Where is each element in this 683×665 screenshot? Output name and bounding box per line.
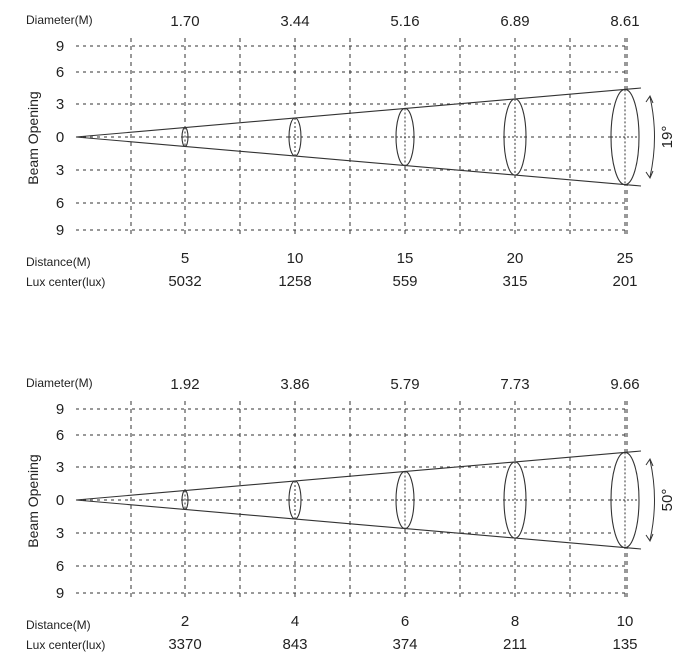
y-tick-label: 3	[56, 96, 64, 113]
lux-value: 3370	[168, 636, 201, 653]
angle-arrow-top	[645, 94, 654, 104]
distance-value: 8	[511, 613, 519, 630]
beam-edge-lower	[75, 499, 642, 550]
lux-value: 559	[392, 273, 417, 290]
diameter-value: 9.66	[610, 376, 639, 393]
angle-arrow-bottom	[645, 170, 654, 180]
lux-value: 211	[503, 636, 527, 653]
beam-diagram-1: Diameter(M) Beam Opening Distance(M) Lux…	[25, 13, 676, 290]
diameter-value: 6.89	[500, 13, 529, 30]
lux-value: 5032	[168, 273, 201, 290]
distance-value: 25	[617, 250, 634, 267]
diameter-label: Diameter(M)	[26, 376, 93, 390]
angle-arrow-bottom	[645, 533, 654, 543]
beam-angle-label: 50°	[659, 489, 676, 512]
lux-label: Lux center(lux)	[26, 275, 105, 289]
beam-edge-lower	[75, 136, 642, 187]
beam-edge-upper	[75, 450, 642, 501]
diameter-value: 1.92	[170, 376, 199, 393]
y-tick-label: 9	[56, 38, 64, 55]
y-tick-label: 9	[56, 222, 64, 239]
y-axis-label: Beam Opening	[25, 91, 41, 184]
distance-value: 20	[507, 250, 524, 267]
distance-label: Distance(M)	[26, 618, 91, 632]
y-tick-label: 0	[56, 129, 64, 146]
y-tick-label: 3	[56, 525, 64, 542]
lux-label: Lux center(lux)	[26, 638, 105, 652]
y-axis-label: Beam Opening	[25, 454, 41, 547]
diameter-value: 5.16	[390, 13, 419, 30]
y-tick-label: 9	[56, 585, 64, 602]
y-tick-label: 6	[56, 427, 64, 444]
distance-value: 6	[401, 613, 409, 630]
beam-diagram-2: Diameter(M) Beam Opening Distance(M) Lux…	[25, 376, 676, 653]
y-tick-label: 6	[56, 64, 64, 81]
y-tick-label: 6	[56, 558, 64, 575]
diameter-label: Diameter(M)	[26, 13, 93, 27]
y-tick-label: 3	[56, 459, 64, 476]
lux-value: 315	[502, 273, 527, 290]
diameter-value: 3.86	[280, 376, 309, 393]
diameter-value: 5.79	[390, 376, 419, 393]
lux-value: 843	[282, 636, 307, 653]
diameter-value: 8.61	[610, 13, 639, 30]
angle-arc	[649, 96, 655, 178]
y-tick-label: 9	[56, 401, 64, 418]
y-tick-label: 6	[56, 195, 64, 212]
distance-value: 10	[287, 250, 304, 267]
y-tick-label: 0	[56, 492, 64, 509]
angle-arc	[649, 459, 655, 541]
angle-arrow-top	[645, 457, 654, 467]
lux-value: 201	[612, 273, 637, 290]
lux-value: 135	[612, 636, 637, 653]
distance-label: Distance(M)	[26, 255, 91, 269]
diameter-value: 3.44	[280, 13, 309, 30]
y-tick-label: 3	[56, 162, 64, 179]
distance-value: 4	[291, 613, 299, 630]
lux-value: 1258	[278, 273, 311, 290]
beam-edge-upper	[75, 87, 642, 138]
lux-value: 374	[392, 636, 417, 653]
beam-angle-label: 19°	[659, 126, 676, 149]
distance-value: 2	[181, 613, 189, 630]
distance-value: 10	[617, 613, 634, 630]
diameter-value: 1.70	[170, 13, 199, 30]
distance-value: 5	[181, 250, 189, 267]
diameter-value: 7.73	[500, 376, 529, 393]
distance-value: 15	[397, 250, 414, 267]
